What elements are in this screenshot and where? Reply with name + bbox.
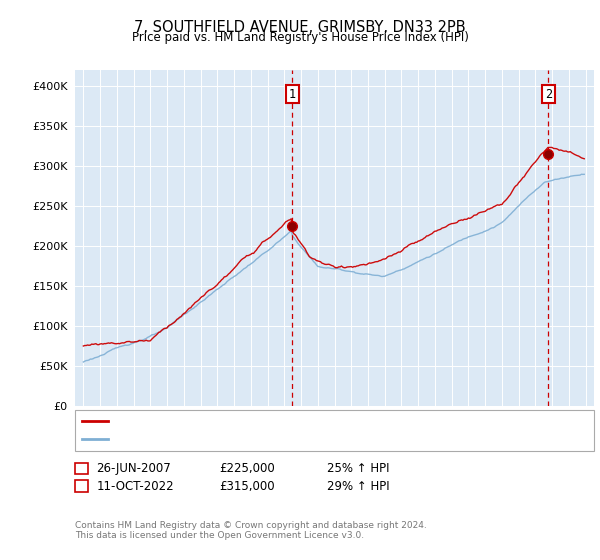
Text: 2: 2 <box>78 481 85 491</box>
Text: 1: 1 <box>78 464 85 474</box>
Text: 25% ↑ HPI: 25% ↑ HPI <box>327 462 389 475</box>
Text: HPI: Average price, detached house, North East Lincolnshire: HPI: Average price, detached house, Nort… <box>112 433 426 444</box>
Text: £225,000: £225,000 <box>219 462 275 475</box>
Text: 7, SOUTHFIELD AVENUE, GRIMSBY, DN33 2PB (detached house): 7, SOUTHFIELD AVENUE, GRIMSBY, DN33 2PB … <box>112 417 443 426</box>
Text: 7, SOUTHFIELD AVENUE, GRIMSBY, DN33 2PB: 7, SOUTHFIELD AVENUE, GRIMSBY, DN33 2PB <box>134 20 466 35</box>
Text: 29% ↑ HPI: 29% ↑ HPI <box>327 479 389 493</box>
Text: 11-OCT-2022: 11-OCT-2022 <box>97 479 174 493</box>
Text: Contains HM Land Registry data © Crown copyright and database right 2024.
This d: Contains HM Land Registry data © Crown c… <box>75 521 427 540</box>
Text: 2: 2 <box>545 87 552 100</box>
Text: £315,000: £315,000 <box>219 479 275 493</box>
Text: 26-JUN-2007: 26-JUN-2007 <box>97 462 172 475</box>
Text: Price paid vs. HM Land Registry's House Price Index (HPI): Price paid vs. HM Land Registry's House … <box>131 31 469 44</box>
Text: 1: 1 <box>289 87 296 100</box>
